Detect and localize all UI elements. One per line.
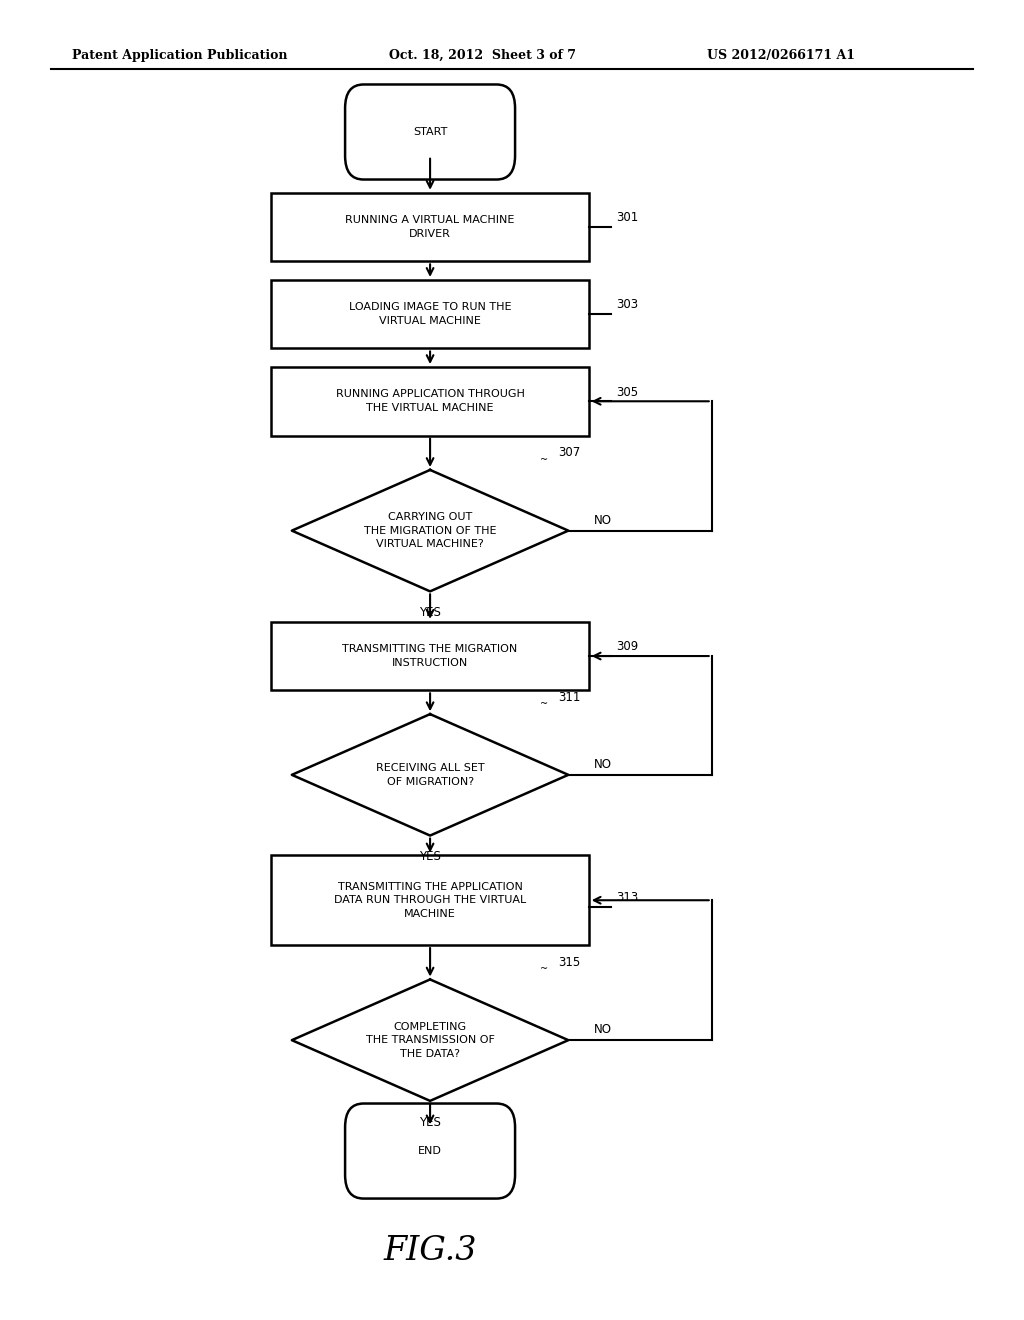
Text: NO: NO: [594, 758, 612, 771]
Text: 313: 313: [616, 891, 639, 904]
FancyBboxPatch shape: [271, 855, 589, 945]
Text: COMPLETING
THE TRANSMISSION OF
THE DATA?: COMPLETING THE TRANSMISSION OF THE DATA?: [366, 1022, 495, 1059]
Text: 303: 303: [616, 298, 639, 312]
Text: NO: NO: [594, 1023, 612, 1036]
Text: END: END: [418, 1146, 442, 1156]
Text: 309: 309: [616, 640, 639, 653]
Text: START: START: [413, 127, 447, 137]
Text: RECEIVING ALL SET
OF MIGRATION?: RECEIVING ALL SET OF MIGRATION?: [376, 763, 484, 787]
Text: YES: YES: [419, 1115, 441, 1129]
Text: LOADING IMAGE TO RUN THE
VIRTUAL MACHINE: LOADING IMAGE TO RUN THE VIRTUAL MACHINE: [349, 302, 511, 326]
FancyBboxPatch shape: [271, 280, 589, 348]
Text: YES: YES: [419, 850, 441, 863]
FancyBboxPatch shape: [271, 622, 589, 690]
FancyBboxPatch shape: [271, 193, 589, 261]
Text: RUNNING APPLICATION THROUGH
THE VIRTUAL MACHINE: RUNNING APPLICATION THROUGH THE VIRTUAL …: [336, 389, 524, 413]
Text: 315: 315: [558, 956, 581, 969]
Text: TRANSMITTING THE MIGRATION
INSTRUCTION: TRANSMITTING THE MIGRATION INSTRUCTION: [342, 644, 518, 668]
Text: RUNNING A VIRTUAL MACHINE
DRIVER: RUNNING A VIRTUAL MACHINE DRIVER: [345, 215, 515, 239]
Polygon shape: [292, 714, 568, 836]
FancyBboxPatch shape: [345, 84, 515, 180]
Text: ~: ~: [540, 454, 548, 465]
Text: US 2012/0266171 A1: US 2012/0266171 A1: [707, 49, 855, 62]
Polygon shape: [292, 979, 568, 1101]
Text: Oct. 18, 2012  Sheet 3 of 7: Oct. 18, 2012 Sheet 3 of 7: [389, 49, 577, 62]
Text: Patent Application Publication: Patent Application Publication: [72, 49, 287, 62]
Text: TRANSMITTING THE APPLICATION
DATA RUN THROUGH THE VIRTUAL
MACHINE: TRANSMITTING THE APPLICATION DATA RUN TH…: [334, 882, 526, 919]
FancyBboxPatch shape: [271, 367, 589, 436]
Text: 305: 305: [616, 385, 639, 399]
Text: YES: YES: [419, 606, 441, 619]
Text: CARRYING OUT
THE MIGRATION OF THE
VIRTUAL MACHINE?: CARRYING OUT THE MIGRATION OF THE VIRTUA…: [364, 512, 497, 549]
Text: 311: 311: [558, 690, 581, 704]
Text: FIG.3: FIG.3: [383, 1236, 477, 1267]
FancyBboxPatch shape: [345, 1104, 515, 1199]
Text: NO: NO: [594, 513, 612, 527]
Text: ~: ~: [540, 964, 548, 974]
Polygon shape: [292, 470, 568, 591]
Text: ~: ~: [540, 698, 548, 709]
Text: 307: 307: [558, 446, 581, 459]
Text: 301: 301: [616, 211, 639, 224]
